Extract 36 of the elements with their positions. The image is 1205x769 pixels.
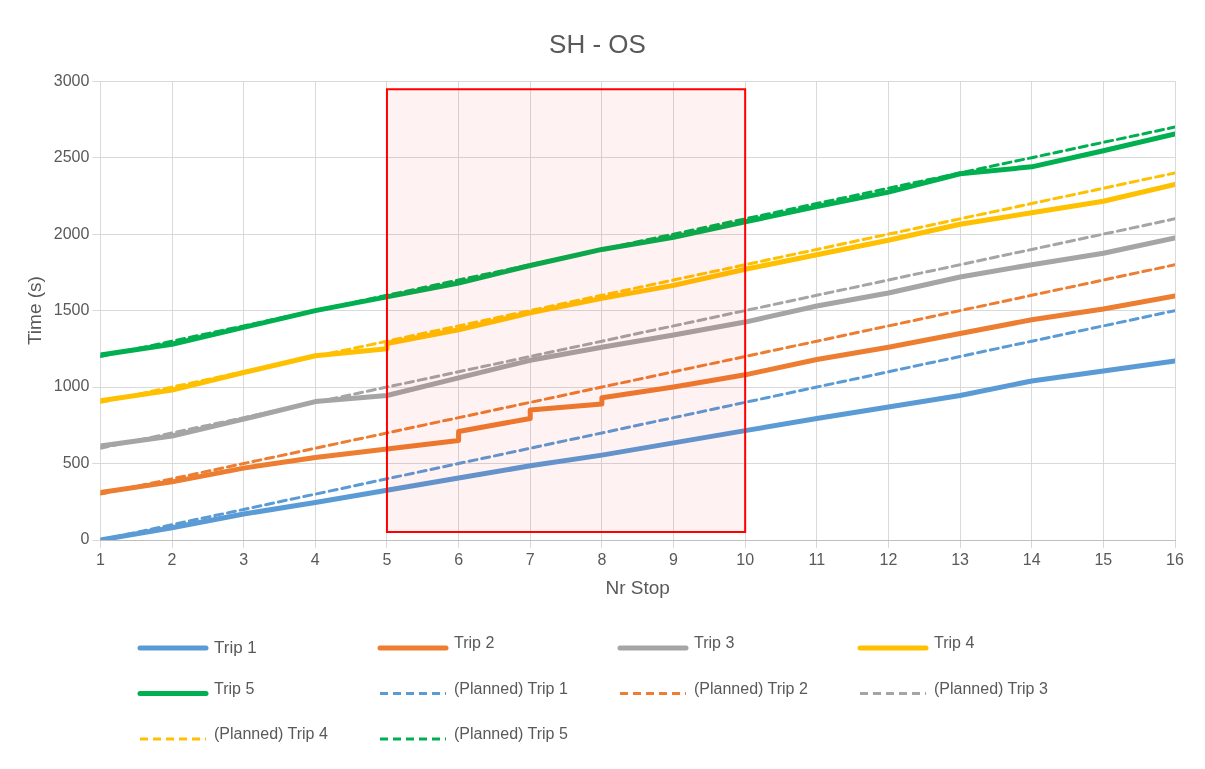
x-tick-label: 4 — [310, 551, 320, 569]
y-tick-label: 0 — [80, 530, 90, 548]
x-tick-label: 1 — [95, 551, 105, 569]
legend-label: (Planned) Trip 1 — [454, 679, 568, 697]
x-tick-label: 15 — [1094, 551, 1113, 569]
legend-label: Trip 3 — [694, 634, 735, 651]
x-tick-label: 6 — [454, 551, 464, 569]
y-axis-title: Time (s) — [23, 276, 45, 346]
legend-label: (Planned) Trip 3 — [934, 679, 1048, 697]
x-axis-title: Nr Stop — [605, 576, 670, 598]
x-tick-label: 8 — [597, 551, 607, 569]
x-tick-label: 7 — [525, 551, 535, 569]
x-tick-label: 3 — [239, 551, 249, 569]
legend-label: Trip 1 — [214, 637, 257, 657]
x-tick-label: 13 — [951, 551, 970, 569]
x-tick-label: 14 — [1022, 551, 1041, 569]
x-tick-label: 5 — [382, 551, 392, 569]
chart-title: SH - OS — [549, 28, 646, 59]
x-tick-label: 9 — [669, 551, 679, 569]
y-tick-label: 1000 — [53, 377, 90, 395]
legend-label: (Planned) Trip 5 — [454, 725, 568, 742]
legend-label: (Planned) Trip 2 — [694, 679, 808, 697]
y-tick-label: 500 — [62, 453, 90, 471]
legend-label: Trip 4 — [934, 634, 975, 651]
y-tick-label: 3000 — [53, 71, 90, 89]
y-tick-label: 1500 — [53, 301, 90, 319]
x-tick-label: 2 — [167, 551, 177, 569]
y-tick-label: 2000 — [53, 224, 90, 242]
x-tick-label: 12 — [879, 551, 898, 569]
y-tick-label: 2500 — [53, 148, 90, 166]
x-tick-label: 11 — [808, 551, 826, 569]
legend-label: (Planned) Trip 4 — [214, 725, 328, 742]
legend-label: Trip 2 — [454, 634, 495, 651]
legend-label: Trip 5 — [214, 679, 255, 697]
x-tick-label: 10 — [736, 551, 755, 569]
x-tick-label: 16 — [1166, 551, 1184, 569]
